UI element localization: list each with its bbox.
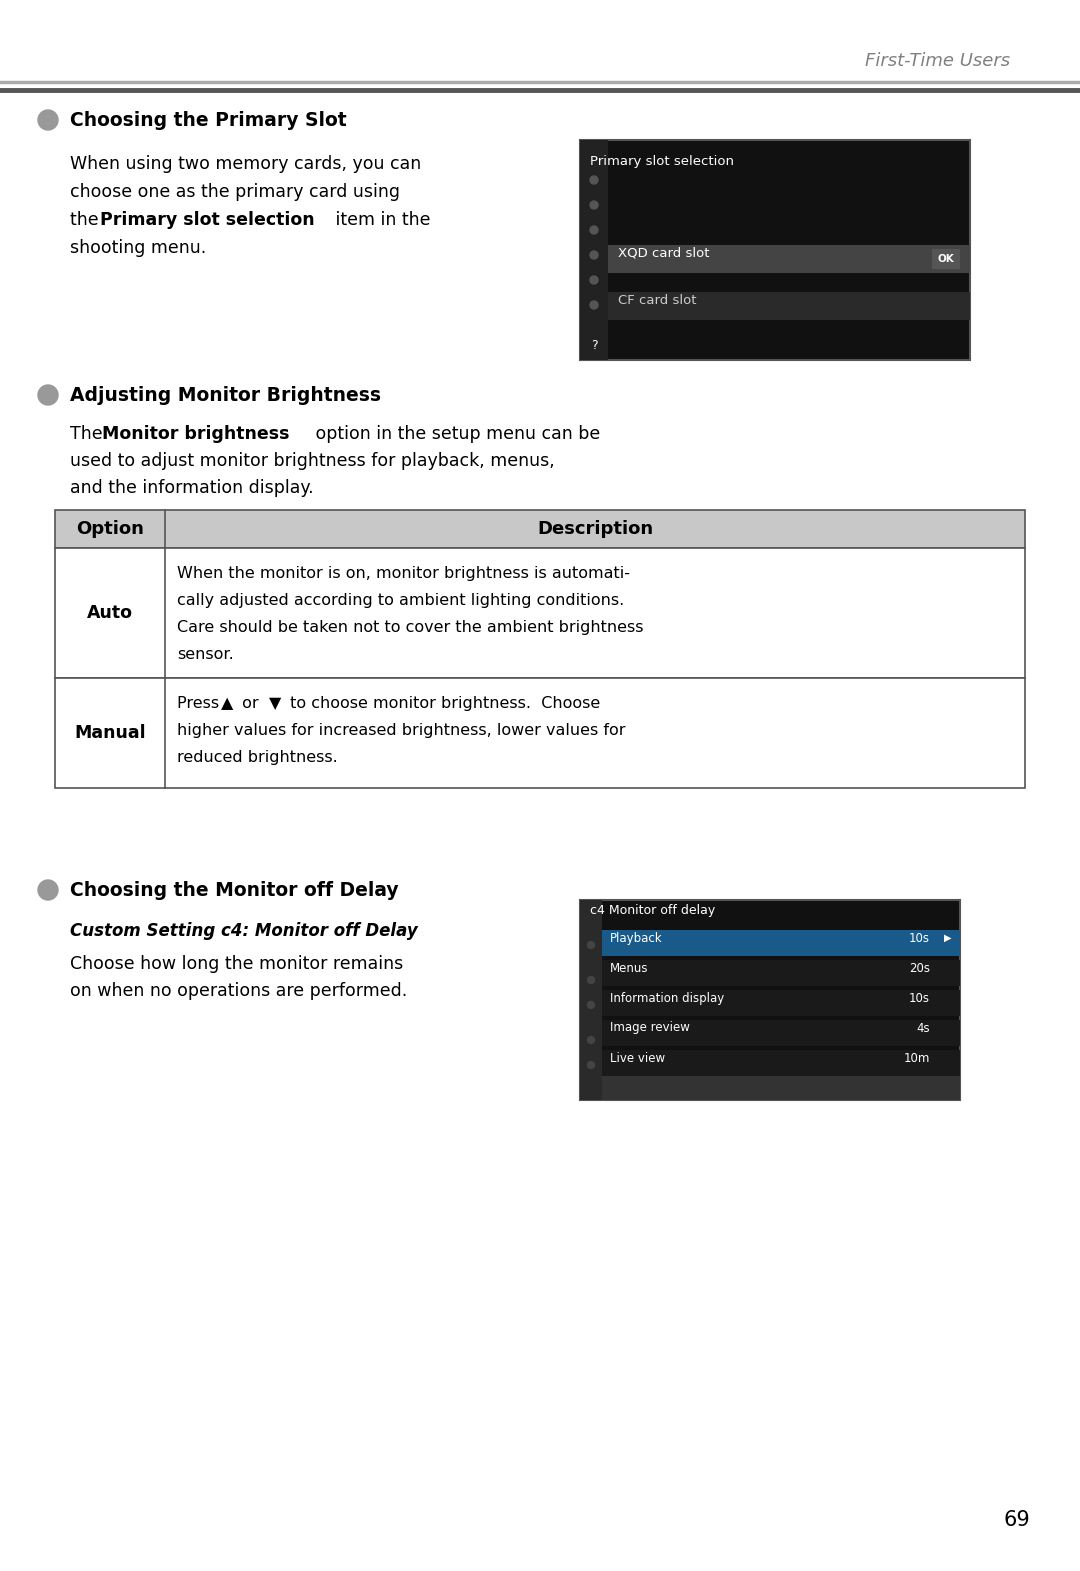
Circle shape [38, 385, 58, 405]
Text: ▲: ▲ [221, 696, 233, 712]
Circle shape [590, 201, 598, 209]
Text: or: or [237, 696, 264, 712]
Circle shape [590, 276, 598, 284]
Text: Live view: Live view [610, 1051, 665, 1065]
Text: ?: ? [591, 339, 597, 352]
Bar [580, 1075, 960, 1100]
Bar [55, 548, 1025, 679]
Text: When using two memory cards, you can: When using two memory cards, you can [70, 156, 421, 173]
Text: 10m: 10m [904, 1051, 930, 1065]
Circle shape [590, 302, 598, 309]
Text: to choose monitor brightness.  Choose: to choose monitor brightness. Choose [285, 696, 600, 712]
Text: on when no operations are performed.: on when no operations are performed. [70, 982, 407, 1001]
Circle shape [588, 941, 594, 949]
Text: higher values for increased brightness, lower values for: higher values for increased brightness, … [177, 723, 625, 738]
Bar [55, 511, 1025, 548]
Text: Adjusting Monitor Brightness: Adjusting Monitor Brightness [70, 385, 381, 404]
Circle shape [588, 977, 594, 983]
Text: The: The [70, 426, 108, 443]
Text: item in the: item in the [330, 211, 431, 229]
Text: Choose how long the monitor remains: Choose how long the monitor remains [70, 955, 403, 972]
Text: Choosing the Monitor off Delay: Choosing the Monitor off Delay [70, 880, 399, 900]
Text: Information display: Information display [610, 991, 725, 1004]
Text: Auto: Auto [87, 603, 133, 622]
Bar [602, 1049, 960, 1076]
Text: Playback: Playback [610, 932, 663, 944]
Text: Option: Option [76, 520, 144, 537]
Text: Press: Press [177, 696, 225, 712]
Bar [602, 1020, 960, 1046]
Text: 4s: 4s [916, 1021, 930, 1034]
Circle shape [38, 110, 58, 130]
Text: ▼: ▼ [269, 696, 281, 712]
Circle shape [588, 1037, 594, 1043]
Circle shape [590, 176, 598, 184]
Bar [608, 292, 970, 320]
Text: Primary slot selection: Primary slot selection [590, 156, 734, 168]
Text: the: the [70, 211, 104, 229]
Text: 10s: 10s [909, 932, 930, 944]
Text: Image review: Image review [610, 1021, 690, 1034]
Bar [602, 990, 960, 1016]
Text: 69: 69 [1003, 1510, 1030, 1530]
Text: Care should be taken not to cover the ambient brightness: Care should be taken not to cover the am… [177, 621, 644, 635]
Text: XQD card slot: XQD card slot [618, 247, 710, 259]
Circle shape [588, 1062, 594, 1068]
Circle shape [38, 880, 58, 900]
Text: OK: OK [937, 255, 955, 264]
Text: Primary slot selection: Primary slot selection [100, 211, 314, 229]
Text: shooting menu.: shooting menu. [70, 239, 206, 258]
Text: c4 Monitor off delay: c4 Monitor off delay [590, 903, 715, 916]
Bar [602, 960, 960, 987]
Text: First-Time Users: First-Time Users [865, 52, 1010, 71]
Text: reduced brightness.: reduced brightness. [177, 749, 338, 765]
Text: sensor.: sensor. [177, 647, 233, 661]
Text: and the information display.: and the information display. [70, 479, 313, 496]
Text: When the monitor is on, monitor brightness is automati-: When the monitor is on, monitor brightne… [177, 566, 630, 581]
Circle shape [588, 1001, 594, 1009]
Text: CF card slot: CF card slot [618, 294, 697, 306]
Text: 20s: 20s [909, 961, 930, 974]
Text: Choosing the Primary Slot: Choosing the Primary Slot [70, 110, 347, 129]
Bar [580, 140, 970, 360]
Text: used to adjust monitor brightness for playback, menus,: used to adjust monitor brightness for pl… [70, 452, 555, 470]
Text: choose one as the primary card using: choose one as the primary card using [70, 182, 400, 201]
Bar [580, 900, 602, 1100]
Text: Custom Setting c4: Monitor off Delay: Custom Setting c4: Monitor off Delay [70, 922, 418, 939]
Text: Manual: Manual [75, 724, 146, 742]
Text: cally adjusted according to ambient lighting conditions.: cally adjusted according to ambient ligh… [177, 592, 624, 608]
Bar [608, 245, 970, 273]
Circle shape [590, 226, 598, 234]
Text: Description: Description [537, 520, 653, 537]
Bar [580, 140, 608, 360]
Bar [580, 900, 960, 1100]
Bar [55, 679, 1025, 789]
Text: option in the setup menu can be: option in the setup menu can be [310, 426, 600, 443]
Text: Monitor brightness: Monitor brightness [102, 426, 289, 443]
Text: ▶: ▶ [944, 933, 951, 943]
Bar [602, 930, 960, 957]
Bar [932, 248, 960, 269]
Circle shape [590, 251, 598, 259]
Text: Menus: Menus [610, 961, 648, 974]
Text: 10s: 10s [909, 991, 930, 1004]
